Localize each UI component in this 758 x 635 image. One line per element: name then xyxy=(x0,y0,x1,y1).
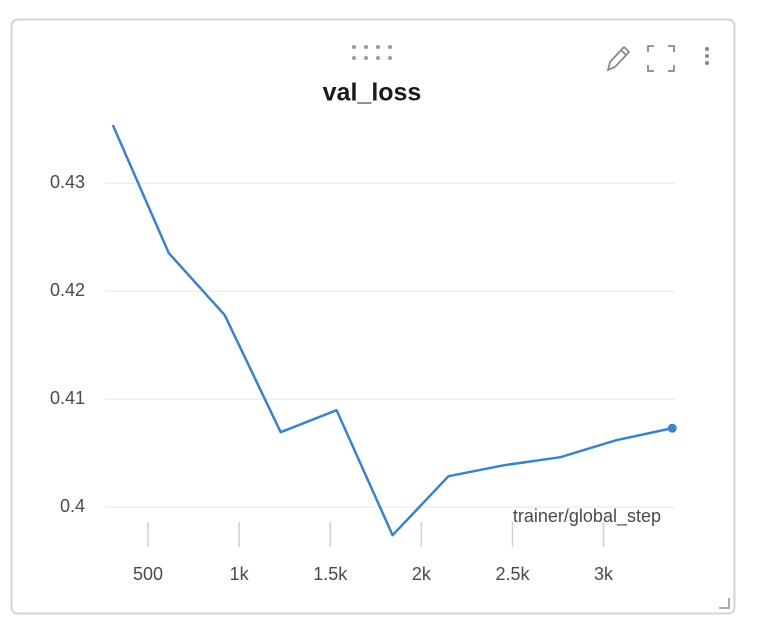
x-tick-label: 500 xyxy=(133,564,163,584)
y-tick-label: 0.42 xyxy=(50,280,85,300)
edit-icon[interactable] xyxy=(606,45,631,72)
resize-handle[interactable] xyxy=(719,598,730,609)
y-tick-label: 0.41 xyxy=(50,388,85,408)
y-tick-label: 0.43 xyxy=(50,172,85,192)
data-line xyxy=(111,124,673,537)
last-point xyxy=(667,423,677,433)
fullscreen-icon[interactable] xyxy=(647,45,675,72)
drag-handle[interactable] xyxy=(352,45,392,60)
chart-title: val_loss xyxy=(323,79,422,107)
x-tick-label: 1k xyxy=(230,564,250,584)
panel-border xyxy=(10,18,736,615)
x-tick-label: 1.5k xyxy=(313,564,348,584)
x-axis-label: trainer/global_step xyxy=(513,506,661,527)
menu-icon[interactable] xyxy=(705,47,709,65)
x-tick-label: 2.5k xyxy=(495,564,530,584)
x-tick-label: 3k xyxy=(594,564,614,584)
x-tick-label: 2k xyxy=(412,564,432,584)
y-tick-label: 0.4 xyxy=(60,496,85,516)
